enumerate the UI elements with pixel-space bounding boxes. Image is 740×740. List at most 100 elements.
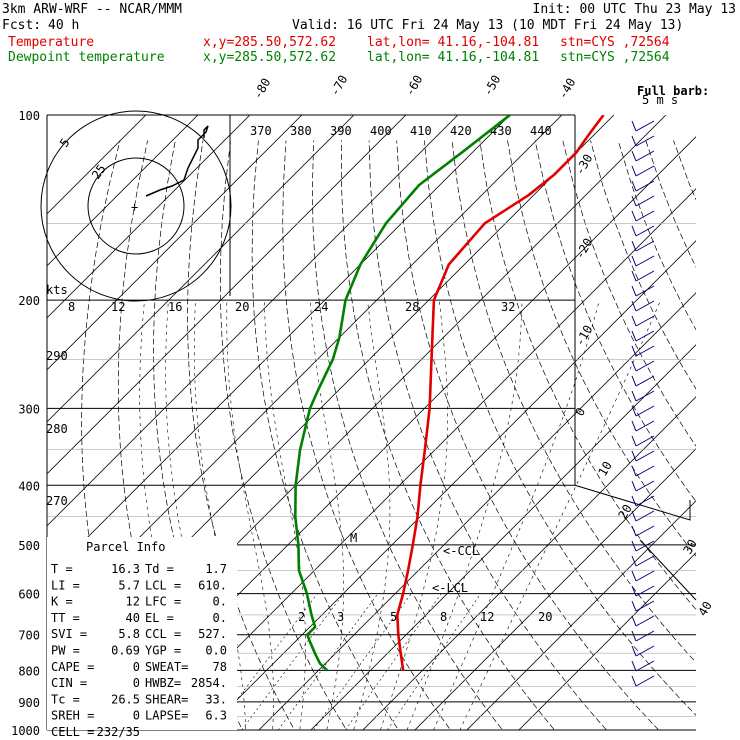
temperature-latlon: lat,lon= 41.16,-104.81 — [367, 35, 540, 50]
wind-barb — [635, 570, 655, 582]
wind-barb — [635, 600, 655, 612]
wind-barb — [635, 405, 655, 417]
wind-barb — [631, 285, 637, 297]
wind-barb — [635, 330, 655, 342]
isotherm — [47, 115, 459, 527]
wind-barb — [635, 525, 655, 537]
isotherm — [414, 448, 696, 730]
wind-barb — [635, 360, 655, 372]
wind-barb — [631, 210, 637, 222]
parcel-key: LFC = — [145, 595, 181, 609]
pressure-label-1000: 1000 — [11, 724, 40, 738]
wind-barb — [631, 675, 637, 687]
wind-barb — [635, 510, 655, 522]
theta-left-label: 280 — [46, 422, 68, 436]
parcel-key: SREH = — [51, 709, 94, 723]
parcel-key: SWEAT= — [145, 660, 188, 674]
mixing-ratio-label: 12 — [111, 300, 125, 314]
wind-barb — [631, 450, 637, 462]
mixing-ratio-label: 20 — [538, 610, 552, 624]
parcel-key: SVI = — [51, 627, 87, 641]
mixing-ratio-label: 32 — [501, 300, 515, 314]
parcel-key: Td = — [145, 562, 174, 576]
theta-label: 420 — [450, 124, 472, 138]
moist-adiabat — [380, 300, 449, 730]
wind-barb — [635, 420, 655, 432]
init-time: Init: 00 UTC Thu 23 May 13 — [532, 2, 737, 17]
isotherm-label: -50 — [480, 73, 503, 99]
wind-barb — [631, 585, 637, 597]
wind-barb — [631, 330, 637, 342]
isotherm — [47, 115, 407, 475]
dewpoint-xy: x,y=285.50,572.62 — [203, 50, 337, 65]
dry-adiabat — [479, 140, 696, 611]
mixing-ratio-label: 8 — [68, 300, 75, 314]
wind-barb — [635, 630, 655, 642]
parcel-value: 6.3 — [205, 709, 227, 723]
model-title: 3km ARW-WRF -- NCAR/MMM — [2, 2, 183, 17]
wind-barb — [631, 510, 637, 522]
wind-barb — [635, 450, 655, 462]
wind-barb — [631, 600, 637, 612]
parcel-title: Parcel Info — [86, 540, 165, 554]
isotherm-label: -30 — [572, 152, 595, 178]
parcel-key: CAPE = — [51, 660, 94, 674]
pressure-label-400: 400 — [18, 479, 40, 493]
dry-adiabat — [341, 140, 555, 730]
isotherm-label: -40 — [555, 76, 578, 102]
parcel-value: 0 — [133, 709, 140, 723]
dewpoint-line — [294, 115, 511, 672]
parcel-key: Tc = — [51, 692, 80, 706]
mixing-ratio-label: 12 — [480, 610, 494, 624]
wind-barb — [635, 615, 655, 627]
temperature-station: stn=CYS ,72564 — [560, 35, 670, 50]
dry-adiabat — [282, 140, 451, 730]
moist-adiabat — [433, 300, 600, 730]
pressure-label-100: 100 — [18, 109, 40, 123]
wind-barb — [631, 375, 637, 387]
parcel-value: 16.3 — [111, 562, 140, 576]
isotherm — [362, 396, 696, 730]
wind-barb — [635, 585, 655, 597]
dry-adiabat — [673, 140, 696, 201]
dry-adiabat — [424, 140, 696, 716]
isotherm-label: 40 — [695, 599, 714, 619]
lcl-marker: <-LCL — [432, 581, 468, 595]
wind-barb — [635, 300, 655, 312]
wind-barb — [635, 345, 655, 357]
parcel-value: 78 — [213, 660, 227, 674]
isotherm-label: -60 — [402, 73, 425, 99]
parcel-value: 1.7 — [205, 562, 227, 576]
parcel-value: 5.8 — [118, 627, 140, 641]
isotherm — [310, 344, 696, 730]
wind-barb — [635, 540, 655, 552]
dry-adiabat — [220, 140, 347, 730]
wind-barb — [631, 255, 637, 267]
frame-slant — [574, 484, 691, 521]
pressure-label-800: 800 — [18, 664, 40, 678]
hodograph-trace — [145, 125, 209, 197]
pressure-label-600: 600 — [18, 588, 40, 602]
wind-barb — [631, 270, 637, 282]
isotherm — [154, 188, 696, 730]
wind-barb — [631, 570, 637, 582]
dry-adiabat — [645, 140, 696, 268]
wind-barb — [635, 555, 655, 567]
moist-adiabat — [194, 300, 246, 730]
parcel-value: 0. — [213, 595, 227, 609]
wind-barb — [635, 645, 655, 657]
wind-barb — [631, 495, 637, 507]
wind-barb — [631, 405, 637, 417]
parcel-value: 5.7 — [118, 578, 140, 592]
dry-adiabat — [590, 140, 696, 390]
dry-adiabat — [562, 140, 696, 447]
wind-barb — [635, 285, 655, 297]
dry-adiabat — [534, 140, 696, 503]
dry-adiabat — [251, 140, 399, 730]
theta-label: 400 — [370, 124, 392, 138]
wind-barb — [635, 195, 655, 207]
hodograph-center: + — [131, 200, 138, 214]
forecast-label: Fcst: — [2, 18, 42, 33]
theta-label: 380 — [290, 124, 312, 138]
